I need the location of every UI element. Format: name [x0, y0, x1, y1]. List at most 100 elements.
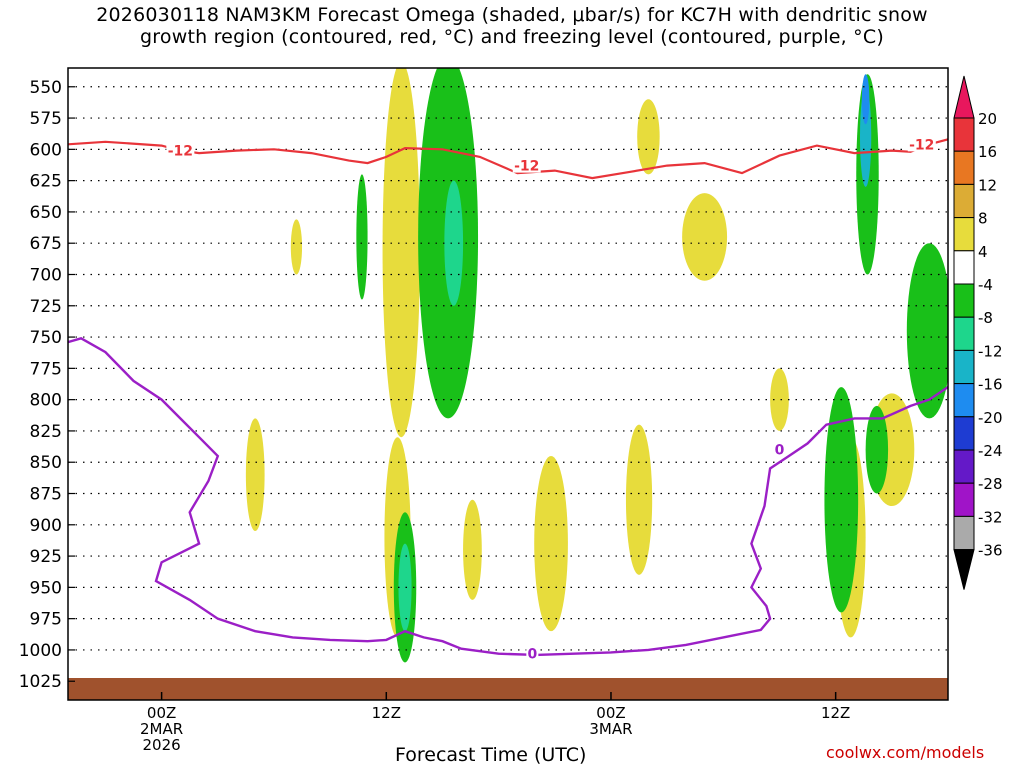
chart-title-line1: 2026030118 NAM3KM Forecast Omega (shaded… [96, 4, 928, 26]
colorbar-label: 16 [978, 143, 997, 161]
colorbar-label: 8 [978, 210, 988, 228]
omega-region-0 [382, 68, 420, 438]
y-tick-label: 950 [30, 578, 62, 598]
ground-surface [68, 678, 948, 700]
colorbar-label: -16 [978, 376, 1003, 394]
colorbar-label: -36 [978, 542, 1003, 560]
colorbar-label: -4 [978, 276, 993, 294]
dgz-label-bg-1 [512, 156, 541, 173]
colorbar-label: -24 [978, 442, 1003, 460]
freezing-contour-label: 0 [527, 647, 537, 663]
omega-region-5 [637, 99, 660, 175]
colorbar: 20 16 12 8 4 -4 -8 -12 -16 -20 -24 -28 -32 -36 [953, 75, 1003, 590]
omega-region-7 [625, 424, 653, 575]
omega-region-34 [861, 74, 870, 125]
colorbar-bin-12 [953, 515, 975, 551]
omega-region-4 [290, 219, 303, 275]
y-tick-label: 900 [30, 516, 62, 536]
colorbar-bin-8 [953, 383, 975, 418]
y-tick-label: 700 [30, 265, 62, 285]
colorbar-bin-3 [953, 217, 975, 252]
y-tick-label: 600 [30, 140, 62, 160]
x-tick-label: 2MAR [140, 720, 183, 738]
plot-area [68, 68, 948, 700]
y-tick-label: 750 [30, 328, 62, 348]
colorbar-label: 4 [978, 243, 988, 261]
colorbar-top-arrow [953, 75, 975, 119]
colorbar-label: -32 [978, 508, 1003, 526]
colorbar-label: -20 [978, 409, 1003, 427]
dgz-contour-label: -12 [909, 137, 934, 153]
colorbar-label: -8 [978, 309, 993, 327]
y-tick-label: 1000 [19, 641, 62, 661]
y-tick-label: 575 [30, 109, 62, 129]
freezing-label-bg-0 [773, 441, 786, 457]
plot-frame [67, 67, 949, 701]
y-tick-label: 625 [30, 172, 62, 192]
colorbar-bin-6 [953, 316, 975, 351]
y-tick-label: 850 [30, 453, 62, 473]
colorbar-bin-7 [953, 349, 975, 385]
omega-region-28 [398, 543, 412, 632]
y-tick-label: 875 [30, 485, 62, 505]
y-tick-label: 800 [30, 391, 62, 411]
dgz-contour-label: -12 [514, 159, 539, 175]
chart-title: 2026030118 NAM3KM Forecast Omega (shaded… [0, 4, 1024, 48]
colorbar-bin-5 [953, 283, 975, 318]
omega-region-9 [463, 499, 482, 600]
y-tick-label: 1025 [19, 672, 62, 692]
x-tick-label: 2026 [143, 736, 181, 754]
colorbar-bin-11 [953, 482, 975, 517]
colorbar-bottom-arrow [953, 549, 975, 590]
freezing-contour-label: 0 [775, 443, 785, 459]
freezing-label-bg-1 [526, 645, 539, 661]
omega-region-10 [770, 368, 789, 431]
y-tick-label: 550 [30, 78, 62, 98]
contour-layer: -12 -12 -12 0 0 [68, 135, 948, 663]
site-credit: coolwx.com/models [826, 743, 985, 762]
x-axis-label: Forecast Time (UTC) [395, 744, 587, 766]
colorbar-bin-10 [953, 449, 975, 484]
omega-region-3 [245, 418, 265, 532]
colorbar-bin-2 [953, 183, 975, 219]
x-tick-label: 00Z [596, 704, 625, 722]
omega-region-32 [1002, 443, 1024, 581]
colorbar-bin-9 [953, 416, 975, 451]
colorbar-label: 12 [978, 176, 997, 194]
omega-region-35 [1007, 458, 1020, 553]
colorbar-bin-1 [953, 150, 975, 185]
omega-region-37 [1011, 483, 1017, 528]
omega-region-21 [906, 243, 948, 419]
x-tick-label: 3MAR [589, 720, 632, 738]
y-tick-label: 650 [30, 203, 62, 223]
x-tick-label: 12Z [821, 704, 850, 722]
dgz-contour-label: -12 [168, 144, 193, 160]
colorbar-label: -12 [978, 342, 1003, 360]
dgz-label-bg-2 [907, 135, 936, 152]
omega-region-27 [444, 180, 464, 306]
dgz-label-bg-0 [166, 141, 195, 158]
y-axis: 550 575 600 625 650 675 700 725 750 775 800 825 850 8… [19, 78, 75, 692]
y-tick-label: 925 [30, 547, 62, 567]
y-tick-label: 675 [30, 234, 62, 254]
x-tick-label: 12Z [372, 704, 401, 722]
colorbar-bin-4 [953, 250, 975, 285]
omega-region-18 [356, 174, 368, 300]
omega-region-23 [824, 387, 859, 613]
colorbar-bin-0 [953, 117, 975, 152]
y-tick-label: 775 [30, 359, 62, 379]
dgz-contour-line [68, 138, 948, 180]
y-tick-label: 725 [30, 297, 62, 317]
omega-region-24 [865, 405, 889, 494]
y-tick-label: 825 [30, 422, 62, 442]
omega-region-8 [534, 455, 568, 632]
omega-region-13 [999, 87, 1018, 212]
y-tick-label: 975 [30, 610, 62, 630]
colorbar-label: -28 [978, 475, 1003, 493]
omega-region-33 [1005, 450, 1022, 563]
omega-region-36 [1009, 471, 1018, 541]
omega-region-6 [682, 193, 728, 281]
chart-title-line2: growth region (contoured, red, °C) and f… [140, 26, 884, 48]
freezing-level-contour-line [68, 337, 948, 657]
